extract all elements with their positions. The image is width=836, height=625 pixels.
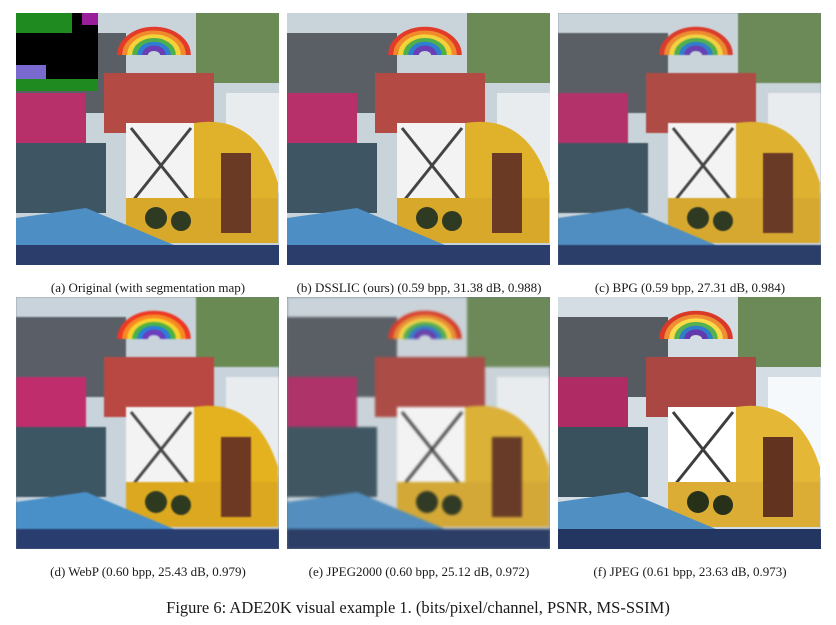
caption-d: (d) WebP (0.60 bpp, 25.43 dB, 0.979) <box>50 564 246 579</box>
panel-original <box>16 13 279 265</box>
panel-jpeg <box>558 297 821 549</box>
panel-jpeg2000 <box>287 297 550 549</box>
caption-f: (f) JPEG (0.61 bpp, 23.63 dB, 0.973) <box>593 564 787 579</box>
segmentation-map-inset <box>16 13 98 91</box>
caption-b: (b) DSSLIC (ours) (0.59 bpp, 31.38 dB, 0… <box>296 280 542 295</box>
caption-e: (e) JPEG2000 (0.60 bpp, 25.12 dB, 0.972) <box>308 564 530 579</box>
figure-caption: Figure 6: ADE20K visual example 1. (bits… <box>166 598 670 617</box>
caption-c: (c) BPG (0.59 bpp, 27.31 dB, 0.984) <box>594 280 786 295</box>
panel-bpg <box>558 13 821 265</box>
panel-webp <box>16 297 279 549</box>
caption-a: (a) Original (with segmentation map) <box>50 280 246 295</box>
panel-dsslic <box>287 13 550 265</box>
